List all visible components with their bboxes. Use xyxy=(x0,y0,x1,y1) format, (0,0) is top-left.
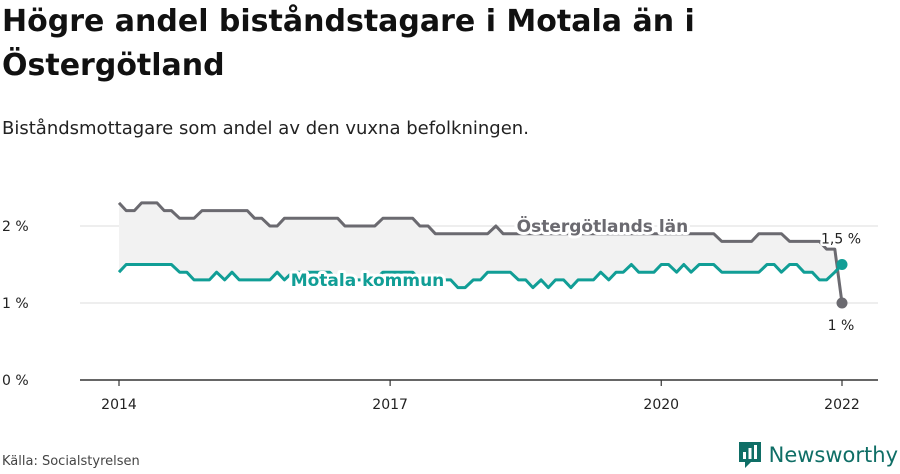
series-line-motala-kommun xyxy=(117,263,844,290)
end-point-motala-kommun xyxy=(836,259,848,270)
chart-title: Högre andel biståndstagare i Motala än i… xyxy=(2,4,695,83)
line-chart: 0 % 1 % 2 % 2014 2017 2020 2022 Östergötlands… xyxy=(2,201,878,413)
end-label-top-halo: 1,5 % xyxy=(821,232,861,248)
series-lines xyxy=(117,201,848,309)
series-label-motala-kommun: Motala kommun xyxy=(291,271,445,291)
x-tick-label: 2020 xyxy=(643,397,679,413)
end-label-bottom: 1 % xyxy=(828,318,855,334)
x-tick-label: 2022 xyxy=(824,397,860,413)
x-axis: 2014 2017 2020 2022 xyxy=(80,379,878,413)
end-point-ostergotlands-lan xyxy=(836,297,848,309)
y-tick-label: 0 % xyxy=(2,373,29,389)
newsworthy-logo-icon xyxy=(738,442,761,468)
source-note: Källa: Socialstyrelsen xyxy=(2,454,140,469)
x-tick-label: 2017 xyxy=(372,397,408,413)
brand-name: Newsworthy xyxy=(768,443,898,467)
chart-subtitle: Biståndsmottagare som andel av den vuxna… xyxy=(2,118,529,139)
brand-logo[interactable]: Newsworthy xyxy=(737,440,898,470)
x-tick-label: 2014 xyxy=(101,397,137,413)
y-tick-label: 2 % xyxy=(2,219,29,235)
series-label-ostergotlands-lan-halo: Östergötlands län xyxy=(517,215,689,237)
series-label-ostergotlands-lan: Östergötlands län xyxy=(517,215,689,237)
series-label-motala-kommun-halo: Motala kommun xyxy=(291,271,445,291)
difference-band xyxy=(119,202,835,288)
band-area xyxy=(119,202,835,288)
end-label-top: 1,5 % xyxy=(821,232,861,248)
end-label-bottom-halo: 1 % xyxy=(828,318,855,334)
series-line-ostergotlands-lan xyxy=(117,201,844,304)
y-tick-label: 1 % xyxy=(2,296,29,312)
